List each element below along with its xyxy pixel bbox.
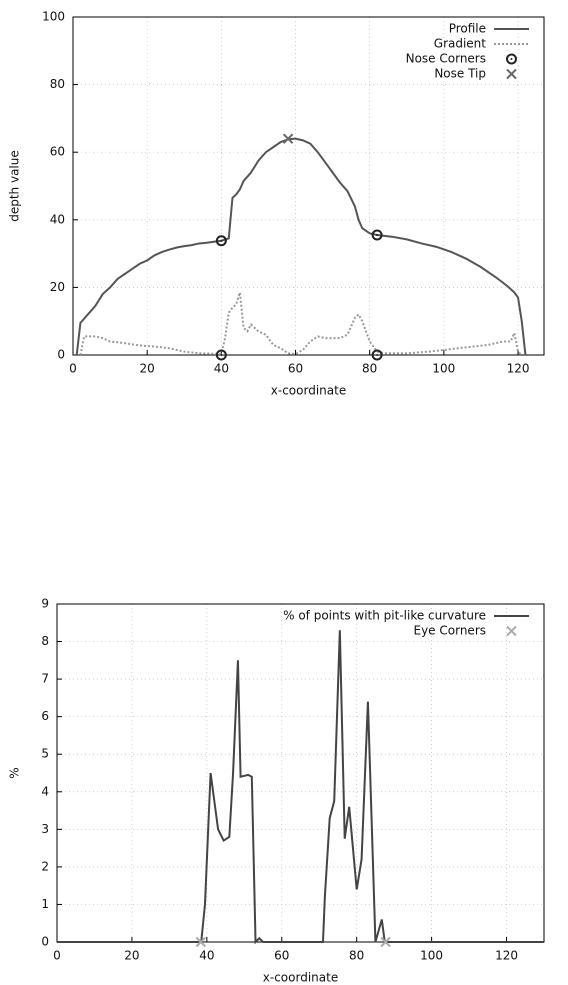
y-tick-label: 100 [42,10,65,24]
y-tick-label: 7 [41,672,49,686]
y-tick-label: 40 [50,212,65,226]
legend-label: Gradient [434,37,487,51]
x-tick-label: 120 [495,949,518,963]
marker [506,68,517,80]
marker-dot [220,239,223,242]
marker [506,53,517,65]
y-axis-label: % [8,767,22,778]
x-tick-label: 80 [349,949,364,963]
y-tick-label: 0 [41,935,49,949]
marker [371,349,383,361]
x-tick-label: 20 [124,949,139,963]
marker-ring [215,235,227,247]
marker-ring [506,53,517,65]
x-tick-label: 0 [69,362,77,376]
y-tick-label: 20 [50,280,65,294]
x-tick-label: 120 [507,362,530,376]
x-tick-label: 40 [214,362,229,376]
legend-label: Nose Tip [434,67,486,81]
marker-dot [376,234,379,237]
x-tick-label: 60 [288,362,303,376]
x-tick-label: 0 [53,949,61,963]
y-tick-label: 9 [41,597,49,611]
x-axis-label: x-coordinate [263,971,338,985]
marker [506,625,517,637]
y-tick-label: 5 [41,747,49,761]
y-tick-label: 1 [41,897,49,911]
marker [215,235,227,247]
plot-frame [72,16,545,356]
y-axis-label: depth value [8,150,22,222]
x-axis-label: x-coordinate [271,384,346,398]
marker [195,936,207,948]
x-tick-label: 60 [274,949,289,963]
x-tick-label: 20 [140,362,155,376]
y-tick-label: 60 [50,145,65,159]
marker [282,133,294,144]
marker-ring [215,349,227,361]
y-tick-label: 8 [41,634,49,648]
marker [371,229,383,241]
x-tick-label: 100 [420,949,443,963]
y-tick-label: 6 [41,709,49,723]
marker-ring [371,229,383,241]
y-tick-label: 3 [41,822,49,836]
legend-label: Nose Corners [406,52,486,66]
marker [215,349,227,361]
data-line [57,630,544,945]
x-tick-label: 100 [432,362,455,376]
plot-frame [56,603,545,943]
marker [380,936,391,948]
marker-dot [376,354,379,356]
marker-ring [371,349,383,361]
chart: 0 20 40 60 80 100 120 0 20 40 60 80 100 x-coordinate d… [8,10,545,398]
legend-label: Profile [449,22,486,36]
data-line [79,292,523,356]
x-tick-label: 80 [362,362,377,376]
y-tick-label: 4 [41,784,49,798]
data-line [75,137,527,356]
marker-dot [510,58,513,60]
marker-dot [220,354,223,356]
legend-label: Eye Corners [414,624,487,638]
y-tick-label: 80 [50,77,65,91]
x-tick-label: 40 [199,949,214,963]
y-tick-label: 0 [57,348,65,362]
y-tick-label: 2 [41,859,49,873]
chart: 0 20 40 60 80 100 120 0 1 2 3 4 5 6 7 8 9 x-coordinate% % … [8,597,545,985]
legend-label: % of points with pit-like curvature [283,609,486,623]
